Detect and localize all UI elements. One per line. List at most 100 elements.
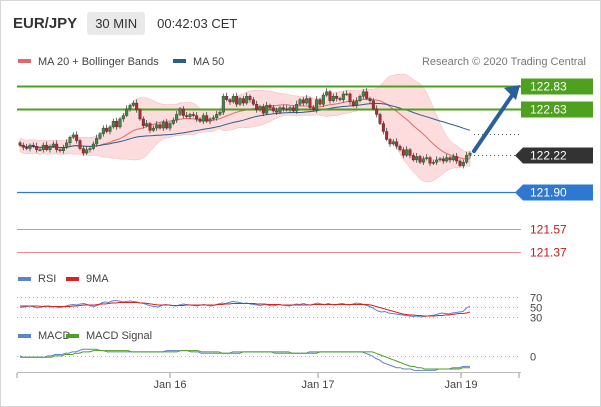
rsi-legend-swatch xyxy=(18,277,31,281)
candle-body xyxy=(111,121,115,128)
macd-legend-swatch xyxy=(18,334,31,338)
candle-body xyxy=(455,156,459,162)
candle-body xyxy=(345,93,349,96)
macd-signal-line xyxy=(20,350,470,370)
candle-body xyxy=(188,114,192,117)
candle-body xyxy=(271,107,275,112)
timeframe-badge[interactable]: 30 MIN xyxy=(87,11,146,35)
candle-body xyxy=(291,107,295,112)
candle-body xyxy=(68,136,72,144)
candle-body xyxy=(241,98,245,104)
candle-body xyxy=(98,133,102,139)
candle-body xyxy=(468,152,472,156)
panel-tick-label: 0 xyxy=(530,352,536,364)
candle-body xyxy=(155,124,159,129)
candle-body xyxy=(61,147,65,152)
candle-body xyxy=(441,158,445,162)
candle-body xyxy=(355,100,359,106)
candle-body xyxy=(431,161,435,164)
resistance-label-box xyxy=(521,101,593,118)
candle-body xyxy=(71,134,75,138)
rsi-line xyxy=(19,299,471,318)
candle-body xyxy=(141,118,145,126)
candle-body xyxy=(405,149,409,156)
candle-body xyxy=(288,107,292,111)
forecast-arrow xyxy=(472,85,520,154)
candle-body xyxy=(198,118,202,122)
candle-body xyxy=(408,149,412,156)
candle-body xyxy=(125,108,129,116)
candle-body xyxy=(55,143,59,150)
candle-body xyxy=(161,122,165,129)
candle-body xyxy=(381,123,385,132)
candle-body xyxy=(88,148,92,150)
macd-signal-legend-label: MACD Signal xyxy=(86,330,152,342)
candle-body xyxy=(181,108,185,116)
candle-body xyxy=(325,91,329,96)
candle-body xyxy=(175,114,179,121)
candle-body xyxy=(115,121,119,128)
candle-body xyxy=(378,114,382,124)
time-tick-label: Jan 17 xyxy=(301,379,334,391)
candle-body xyxy=(105,127,109,132)
candle-body xyxy=(451,156,455,161)
candle-body xyxy=(165,122,169,129)
candle-body xyxy=(398,146,402,150)
candle-body xyxy=(151,127,155,131)
candle-body xyxy=(41,144,45,150)
candle-body xyxy=(418,156,422,163)
macd-line xyxy=(19,348,470,371)
candle-body xyxy=(275,110,279,113)
candle-body xyxy=(425,157,429,159)
candle-body xyxy=(171,119,175,124)
candle-body xyxy=(338,98,342,100)
candle-body xyxy=(221,96,225,113)
candle-body xyxy=(388,139,392,145)
candle-body xyxy=(118,118,122,128)
clock-readout: 00:42:03 CET xyxy=(157,15,238,31)
candle-body xyxy=(158,124,162,129)
candle-body xyxy=(255,103,259,111)
candle-body xyxy=(401,149,405,156)
chart-header: EUR/JPY 30 MIN 00:42:03 CET xyxy=(13,10,237,36)
ma50-legend-swatch xyxy=(173,59,186,63)
main-legend: MA 20 + Bollinger Bands MA 50 Research © 2… xyxy=(18,56,586,68)
candle-body xyxy=(128,105,132,109)
instrument-title: EUR/JPY xyxy=(13,14,78,32)
bollinger-bands xyxy=(19,73,471,183)
candle-body xyxy=(45,144,49,150)
candle-body xyxy=(201,115,205,122)
candle-body xyxy=(341,93,345,100)
time-axis: Jan 16 Jan 17 Jan 19 xyxy=(16,372,521,391)
support-label: 121.90 xyxy=(530,186,567,200)
candle-body xyxy=(358,96,362,101)
candle-body xyxy=(101,127,105,134)
candle-body xyxy=(445,157,449,162)
weak-support-label: 121.37 xyxy=(530,246,567,260)
ma50-legend-label: MA 50 xyxy=(193,56,224,68)
candle-body xyxy=(361,91,365,97)
resistance-label: 122.63 xyxy=(530,103,567,117)
candle-body xyxy=(428,157,432,164)
macd-signal-legend-swatch xyxy=(66,334,79,338)
price-level-labels: 122.83 122.63 122.22 121.90 121.57 121.37 xyxy=(515,78,593,260)
ma50-line xyxy=(19,102,471,148)
source-note: Research © 2020 Trading Central xyxy=(422,56,586,68)
candle-body xyxy=(218,111,222,115)
candle-body xyxy=(435,159,439,163)
candle-body xyxy=(278,107,282,113)
candle-body xyxy=(265,105,269,114)
candle-body xyxy=(415,156,419,161)
panel-tick-label: 30 xyxy=(530,313,542,325)
candle-body xyxy=(48,146,52,150)
candle-body xyxy=(21,144,25,148)
candle-body xyxy=(348,93,352,103)
candle-body xyxy=(301,99,305,104)
last-price-label-box xyxy=(515,147,593,164)
candle-body xyxy=(321,94,325,105)
candle-body xyxy=(25,147,29,149)
candle-body xyxy=(461,161,465,166)
candle-body xyxy=(85,149,89,154)
time-tick-label: Jan 19 xyxy=(444,379,477,391)
